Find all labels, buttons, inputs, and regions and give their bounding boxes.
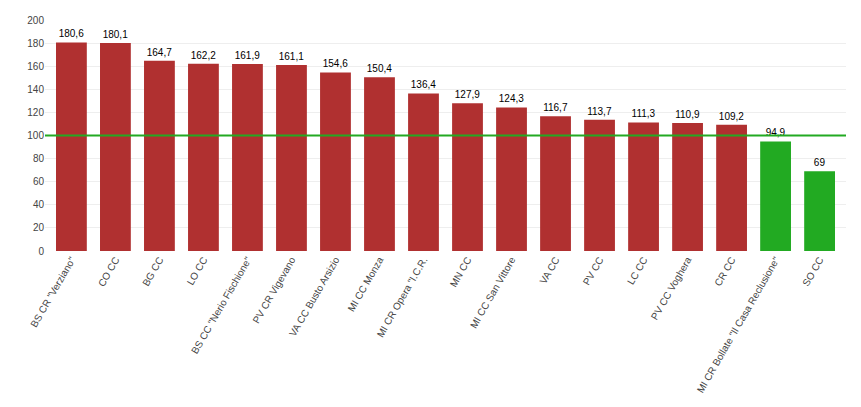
svg-text:200: 200	[27, 15, 44, 26]
svg-text:110,9: 110,9	[675, 109, 700, 120]
svg-text:69: 69	[814, 157, 826, 168]
svg-text:109,2: 109,2	[719, 111, 744, 122]
svg-text:MN CC: MN CC	[448, 255, 474, 289]
svg-text:VA CC Busto Arsizio: VA CC Busto Arsizio	[287, 255, 342, 339]
svg-text:136,4: 136,4	[411, 79, 436, 90]
svg-text:20: 20	[33, 222, 45, 233]
svg-text:161,1: 161,1	[279, 51, 304, 62]
svg-text:BG CC: BG CC	[140, 255, 165, 288]
svg-text:162,2: 162,2	[191, 50, 216, 61]
svg-text:MI CR Bollate "Il Casa Reclusi: MI CR Bollate "Il Casa Reclusione"	[695, 255, 782, 395]
svg-text:VA CC: VA CC	[537, 255, 561, 286]
svg-text:100: 100	[27, 130, 44, 141]
svg-text:116,7: 116,7	[543, 102, 568, 113]
svg-text:PV CR Vigevano: PV CR Vigevano	[251, 255, 298, 326]
svg-text:94,9: 94,9	[766, 127, 786, 138]
svg-text:161,9: 161,9	[235, 50, 260, 61]
svg-text:150,4: 150,4	[367, 63, 392, 74]
svg-text:SO CC: SO CC	[800, 255, 825, 288]
svg-text:40: 40	[33, 199, 45, 210]
svg-text:164,7: 164,7	[147, 47, 172, 58]
svg-text:60: 60	[33, 176, 45, 187]
svg-text:140: 140	[27, 84, 44, 95]
svg-text:154,6: 154,6	[323, 58, 348, 69]
svg-text:160: 160	[27, 61, 44, 72]
svg-text:BS CC "Nerio Fischione": BS CC "Nerio Fischione"	[189, 255, 254, 356]
svg-text:180,6: 180,6	[59, 28, 84, 39]
svg-text:CR CC: CR CC	[712, 255, 737, 288]
svg-text:MI CR Opera "I.C.R.: MI CR Opera "I.C.R.	[375, 255, 430, 339]
svg-text:PV CC Voghera: PV CC Voghera	[649, 255, 694, 322]
svg-text:LO CC: LO CC	[185, 255, 210, 287]
svg-text:180: 180	[27, 38, 44, 49]
svg-text:PV CC: PV CC	[581, 255, 606, 287]
svg-text:MI CC San Vittore: MI CC San Vittore	[468, 255, 518, 331]
svg-text:CO CC: CO CC	[96, 255, 122, 288]
svg-text:124,3: 124,3	[499, 93, 524, 104]
svg-text:80: 80	[33, 153, 45, 164]
svg-text:127,9: 127,9	[455, 89, 480, 100]
svg-text:111,3: 111,3	[632, 108, 656, 119]
svg-text:113,7: 113,7	[587, 106, 612, 117]
svg-text:MI CC Monza: MI CC Monza	[345, 255, 385, 314]
svg-text:180,1: 180,1	[103, 29, 128, 40]
svg-text:BS CR "Verziano": BS CR "Verziano"	[28, 255, 77, 330]
svg-text:120: 120	[27, 107, 44, 118]
svg-text:0: 0	[38, 246, 44, 257]
svg-text:LC CC: LC CC	[625, 255, 650, 286]
